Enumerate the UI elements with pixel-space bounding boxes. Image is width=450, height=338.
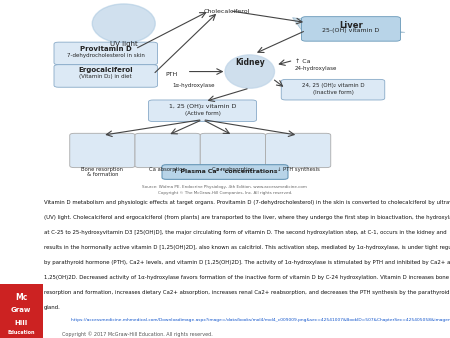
- Text: Provitamin D: Provitamin D: [80, 46, 131, 52]
- Text: Education: Education: [7, 330, 35, 335]
- FancyBboxPatch shape: [200, 133, 266, 168]
- Text: Hill: Hill: [14, 319, 28, 325]
- Text: Copyright © The McGraw-Hill Companies, Inc. All rights reserved.: Copyright © The McGraw-Hill Companies, I…: [158, 191, 292, 195]
- Text: Ca absorption: Ca absorption: [149, 167, 186, 172]
- Text: (UV) light. Cholecalciferol and ergocalciferol (from plants) are transported to : (UV) light. Cholecalciferol and ergocalc…: [44, 215, 450, 220]
- Text: Ergocalciferol: Ergocalciferol: [78, 67, 133, 73]
- Text: UV light: UV light: [110, 41, 138, 47]
- FancyBboxPatch shape: [135, 133, 200, 168]
- Text: results in the hormonally active vitamin D [1,25(OH)2D], also known as calcitrio: results in the hormonally active vitamin…: [44, 245, 450, 250]
- Text: Vitamin D metabolism and physiologic effects at target organs. Provitamin D (7-d: Vitamin D metabolism and physiologic eff…: [44, 200, 450, 205]
- Text: Copyright © 2017 McGraw-Hill Education. All rights reserved.: Copyright © 2017 McGraw-Hill Education. …: [62, 331, 213, 337]
- Ellipse shape: [225, 55, 274, 88]
- FancyBboxPatch shape: [54, 65, 158, 87]
- Text: Cholecalciferol: Cholecalciferol: [204, 9, 251, 14]
- FancyBboxPatch shape: [266, 133, 331, 168]
- Text: 1α-hydroxylase: 1α-hydroxylase: [172, 83, 215, 88]
- Ellipse shape: [92, 4, 155, 43]
- Text: Kidney: Kidney: [235, 58, 265, 67]
- Text: ↑ Plasma Ca²⁺ concentrations: ↑ Plasma Ca²⁺ concentrations: [173, 169, 277, 174]
- FancyBboxPatch shape: [281, 79, 385, 100]
- FancyBboxPatch shape: [148, 100, 256, 122]
- Text: ↓ PTH synthesis: ↓ PTH synthesis: [277, 167, 320, 172]
- Text: Ca reabsorption: Ca reabsorption: [212, 167, 254, 172]
- Text: (Vitamin D₂) in diet: (Vitamin D₂) in diet: [80, 74, 132, 79]
- Text: 1, 25 (OH)₂ vitamin D: 1, 25 (OH)₂ vitamin D: [169, 103, 236, 108]
- FancyBboxPatch shape: [70, 133, 135, 168]
- FancyBboxPatch shape: [302, 17, 400, 41]
- Text: Mc: Mc: [15, 293, 27, 301]
- Text: Source: Widma PE. Endocrine Physiology, 4th Edition. www.accessmedicine.com: Source: Widma PE. Endocrine Physiology, …: [143, 185, 307, 189]
- Text: 24-hydroxylase: 24-hydroxylase: [295, 66, 337, 71]
- Text: (Active form): (Active form): [184, 111, 220, 116]
- Text: ↑ Ca: ↑ Ca: [295, 59, 310, 64]
- FancyBboxPatch shape: [54, 42, 158, 65]
- Text: (Inactive form): (Inactive form): [313, 90, 353, 95]
- Text: 1,25(OH)2D. Decreased activity of 1α-hydroxylase favors formation of the inactiv: 1,25(OH)2D. Decreased activity of 1α-hyd…: [44, 275, 449, 280]
- Text: at C-25 to 25-hydroxyvitamin D3 [25(OH)D], the major circulating form of vitamin: at C-25 to 25-hydroxyvitamin D3 [25(OH)D…: [44, 230, 447, 235]
- Text: 25-(OH) vitamin D: 25-(OH) vitamin D: [322, 28, 380, 33]
- Text: https://accessmedicine.mhmedical.com/Downloadimage.aspx?image=/data/books/mol4/m: https://accessmedicine.mhmedical.com/Dow…: [71, 318, 450, 322]
- Polygon shape: [292, 18, 405, 36]
- Bar: [0, 284, 43, 338]
- Text: Graw: Graw: [11, 307, 32, 313]
- Text: 7-dehydrocholesterol in skin: 7-dehydrocholesterol in skin: [67, 53, 145, 58]
- Text: 24, 25 (OH)₂ vitamin D: 24, 25 (OH)₂ vitamin D: [302, 83, 364, 88]
- Text: PTH: PTH: [166, 72, 178, 76]
- FancyBboxPatch shape: [162, 165, 288, 179]
- Text: Liver: Liver: [339, 21, 363, 30]
- Text: resorption and formation, increases dietary Ca2+ absorption, increases renal Ca2: resorption and formation, increases diet…: [44, 290, 450, 295]
- Text: gland.: gland.: [44, 305, 61, 310]
- Text: by parathyroid hormone (PTH), Ca2+ levels, and vitamin D [1,25(OH)2D]. The activ: by parathyroid hormone (PTH), Ca2+ level…: [44, 260, 450, 265]
- Text: Bone resorption
& formation: Bone resorption & formation: [81, 167, 123, 177]
